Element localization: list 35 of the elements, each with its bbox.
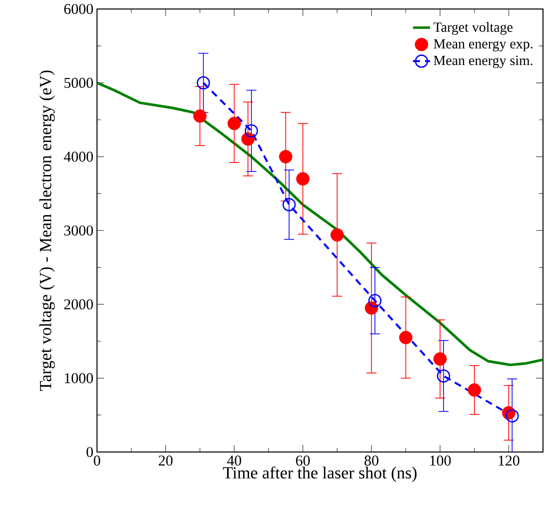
y-tick-label: 3000 [64,225,93,236]
point [399,330,412,344]
x-tick-label: 100 [430,456,451,466]
x-axis-title: Time after the laser shot (ns) [223,466,417,482]
point [244,124,258,138]
legend-label: Target voltage [434,22,513,35]
point [436,369,450,383]
y-tick-label: 1000 [64,373,93,384]
y-tick-label: 0 [86,446,93,458]
point [296,172,310,186]
point [506,409,519,422]
legend-label: Mean energy sim. [434,56,532,68]
point [468,383,482,397]
point [279,150,292,164]
point [196,76,210,90]
line-series [97,82,544,366]
point [228,116,241,130]
x-tick-label: 40 [227,456,242,466]
point [433,352,447,366]
point [241,132,255,146]
point [330,228,344,242]
y-tick-label: 2000 [64,299,93,310]
point [282,198,296,212]
y-tick-label: 6000 [64,4,93,14]
point [193,109,207,123]
y-tick-label: 4000 [64,152,93,162]
y-axis-title: Target voltage (V) - Mean electron energy (eV) [39,70,55,391]
x-tick-label: 80 [364,456,378,466]
y-tick-label: 5000 [64,78,93,88]
legend-label: Mean energy exp. [434,39,532,52]
point [368,294,382,308]
x-tick-label: 120 [498,456,520,466]
x-tick-label: 0 [94,456,100,466]
x-tick-label: 60 [296,456,310,466]
x-tick-label: 20 [158,456,173,466]
